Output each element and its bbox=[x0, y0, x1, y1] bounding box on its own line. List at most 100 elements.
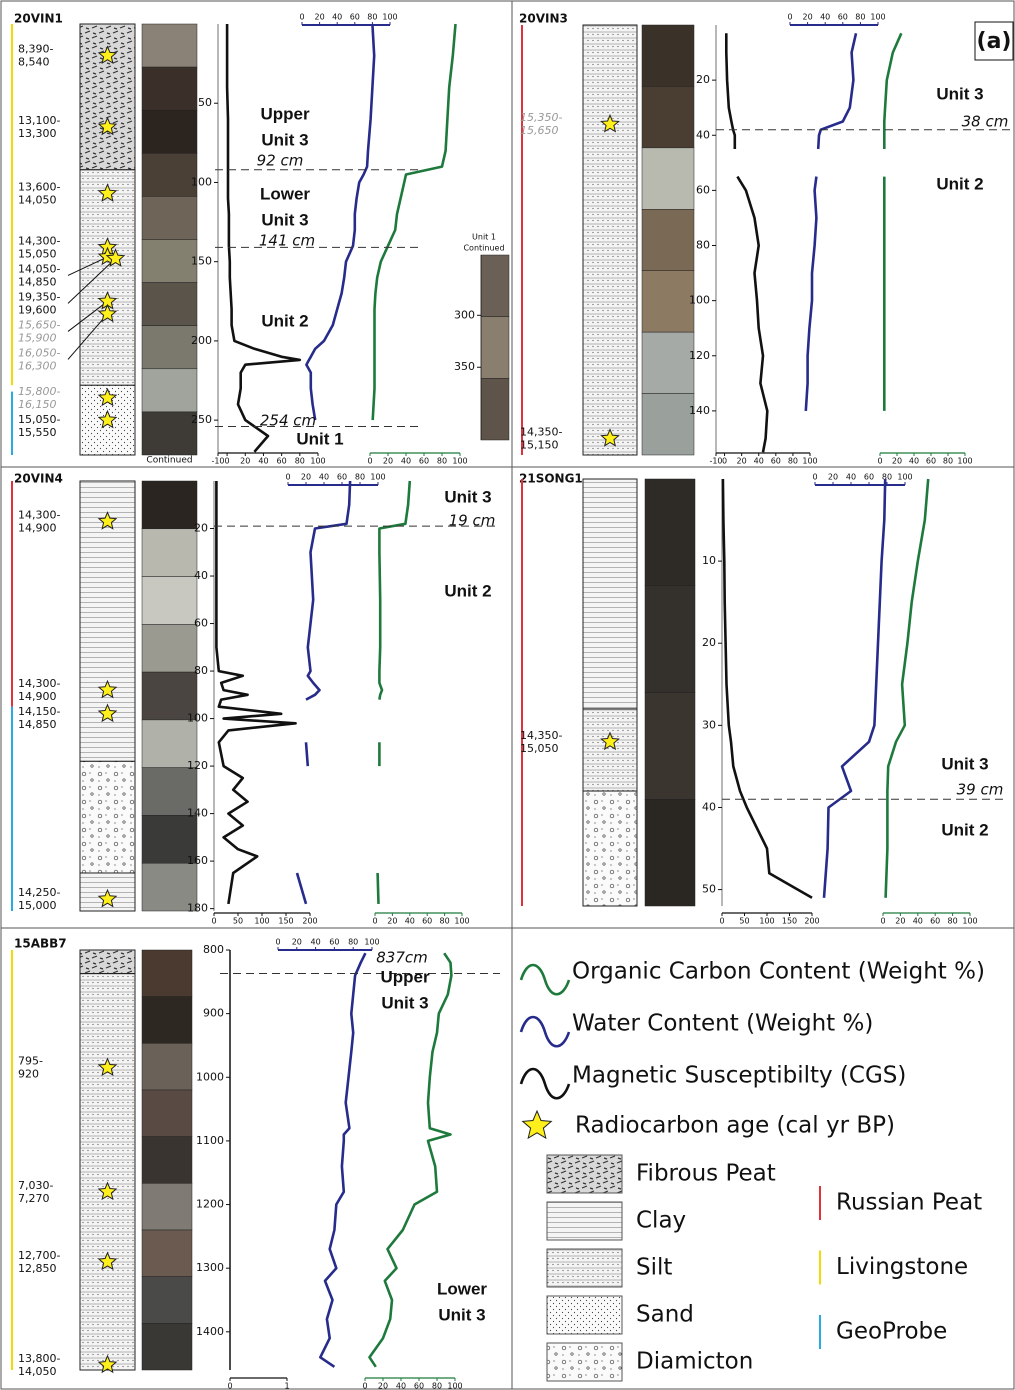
x-tick-label: 100 bbox=[382, 13, 397, 22]
age-label: 14,900 bbox=[18, 690, 57, 703]
depth-tick-label: 1400 bbox=[196, 1325, 224, 1338]
core-photo bbox=[645, 693, 695, 800]
x-tick-label: 60 bbox=[864, 473, 874, 482]
x-tick-label: 60 bbox=[414, 1382, 424, 1390]
depth-tick-label: 1100 bbox=[196, 1134, 224, 1147]
panel-title: 20VIN1 bbox=[14, 12, 63, 26]
profile-line bbox=[806, 33, 856, 411]
depth-tick-label: 30 bbox=[702, 718, 716, 731]
core-photo bbox=[642, 271, 694, 332]
core-photo bbox=[645, 586, 695, 693]
x-tick-label: 80 bbox=[882, 473, 892, 482]
x-tick-label: 0 bbox=[367, 457, 372, 466]
x-tick-label: 20 bbox=[387, 917, 397, 926]
x-tick-label: 200 bbox=[302, 917, 317, 926]
core-photo bbox=[142, 153, 197, 196]
age-label: 14,150- bbox=[18, 705, 60, 718]
age-label: 14,850 bbox=[18, 275, 57, 288]
x-tick-label: 20 bbox=[803, 13, 813, 22]
photo-label: Continued bbox=[146, 456, 192, 466]
age-label: 19,600 bbox=[18, 303, 57, 316]
core-photo bbox=[642, 148, 694, 209]
core-photo bbox=[142, 240, 197, 283]
boundary-label: 39 cm bbox=[957, 781, 1004, 799]
boundary-label: 254 cm bbox=[260, 412, 316, 430]
legend-label: GeoProbe bbox=[836, 1319, 947, 1345]
legend-label: Livingstone bbox=[836, 1254, 968, 1280]
lithology-interval bbox=[583, 709, 637, 791]
depth-tick-label: 250 bbox=[191, 413, 212, 426]
core-photo bbox=[642, 394, 694, 455]
x-tick-label: 100 bbox=[452, 457, 467, 466]
x-tick-label: 20 bbox=[383, 457, 393, 466]
x-tick-label: 100 bbox=[759, 917, 774, 926]
depth-tick-label: 140 bbox=[187, 807, 208, 820]
core-photo bbox=[645, 799, 695, 906]
x-tick-label: 100 bbox=[364, 938, 379, 947]
x-tick-label: 20 bbox=[828, 473, 838, 482]
age-label: 15,800- bbox=[18, 385, 60, 398]
x-tick-label: 0 bbox=[211, 917, 216, 926]
boundary-label: 141 cm bbox=[259, 232, 315, 250]
depth-tick-label: 160 bbox=[187, 854, 208, 867]
x-tick-label: 150 bbox=[278, 917, 293, 926]
core-photo bbox=[142, 1043, 192, 1090]
x-tick-label: 100 bbox=[957, 457, 972, 466]
x-tick-label: 60 bbox=[926, 457, 936, 466]
x-tick-label: 20 bbox=[892, 457, 902, 466]
legend-label: Silt bbox=[636, 1255, 672, 1281]
inset-title: Continued bbox=[463, 244, 504, 253]
panel-title: 15ABB7 bbox=[14, 937, 67, 951]
figure: (a) 20VIN1Continued50100150200250-100204… bbox=[0, 0, 1015, 1390]
age-label: 14,350- bbox=[520, 729, 562, 742]
legend-label: Russian Peat bbox=[836, 1190, 982, 1216]
x-tick-label: 60 bbox=[419, 457, 429, 466]
x-tick-label: 80 bbox=[855, 13, 865, 22]
core-photo bbox=[142, 1277, 192, 1324]
age-label: 14,050 bbox=[18, 1365, 57, 1378]
core-photo bbox=[642, 209, 694, 270]
core-photo bbox=[142, 997, 192, 1044]
x-tick-label: 0 bbox=[812, 473, 817, 482]
boundary-label: 92 cm bbox=[257, 152, 304, 170]
panel-title: 20VIN4 bbox=[14, 472, 63, 486]
x-tick-label: 80 bbox=[367, 13, 377, 22]
age-label: 920 bbox=[18, 1068, 39, 1081]
legend-curve bbox=[521, 1017, 569, 1046]
depth-tick-label: 100 bbox=[187, 712, 208, 725]
panel-title: 20VIN3 bbox=[519, 12, 568, 26]
x-tick-label: 60 bbox=[350, 13, 360, 22]
inset-tick-label: 350 bbox=[454, 360, 475, 373]
age-label: 12,850 bbox=[18, 1262, 57, 1275]
legend-label: Organic Carbon Content (Weight %) bbox=[572, 959, 985, 985]
depth-tick-label: 40 bbox=[194, 569, 208, 582]
x-tick-label: 60 bbox=[422, 917, 432, 926]
age-label: 14,350- bbox=[520, 425, 562, 438]
age-label: 14,300- bbox=[18, 234, 60, 247]
profile-line bbox=[726, 33, 767, 452]
age-label: 13,800- bbox=[18, 1352, 60, 1365]
x-tick-label: 40 bbox=[909, 457, 919, 466]
core-photo bbox=[142, 529, 197, 577]
core-photo bbox=[142, 196, 197, 239]
core-photo bbox=[142, 283, 197, 326]
core-photo bbox=[645, 479, 695, 586]
x-tick-label: 20 bbox=[301, 473, 311, 482]
x-tick-label: 40 bbox=[319, 473, 329, 482]
age-label: 15,900 bbox=[18, 331, 57, 344]
x-tick-label: 0 bbox=[787, 13, 792, 22]
lithology-interval bbox=[80, 761, 135, 873]
age-label: 14,050- bbox=[18, 262, 60, 275]
x-tick-label: 20 bbox=[895, 917, 905, 926]
x-tick-label: 20 bbox=[292, 938, 302, 947]
inset-photo bbox=[481, 255, 509, 317]
x-tick-label: -10 bbox=[709, 457, 722, 466]
boundary-label: 19 cm bbox=[449, 512, 496, 530]
depth-tick-label: 20 bbox=[702, 636, 716, 649]
depth-tick-label: 50 bbox=[198, 96, 212, 109]
depth-tick-label: 1200 bbox=[196, 1198, 224, 1211]
x-tick-label: 1 bbox=[284, 1382, 289, 1390]
x-tick-label: 60 bbox=[329, 938, 339, 947]
age-label: 15,050- bbox=[18, 413, 60, 426]
unit-label: Unit 2 bbox=[444, 581, 491, 600]
